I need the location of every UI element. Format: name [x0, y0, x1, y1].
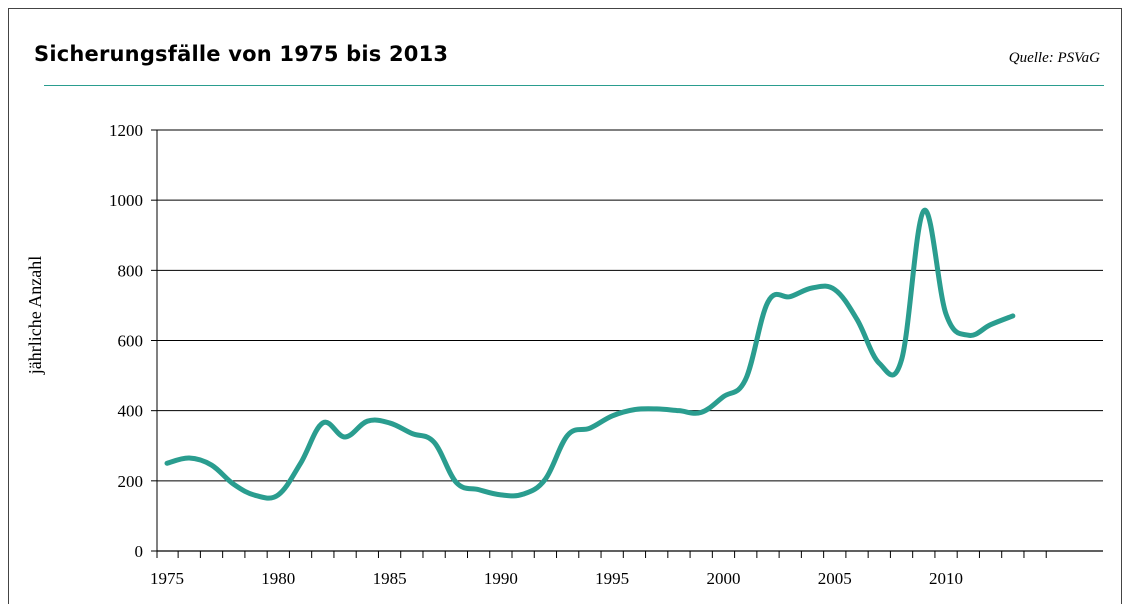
source-note: Quelle: PSVaG: [1008, 50, 1100, 66]
y-tick-label: 0: [135, 542, 144, 561]
x-tick-label: 2010: [929, 569, 963, 588]
y-tick-label: 1200: [109, 121, 143, 140]
x-tick-label: 1985: [373, 569, 407, 588]
y-axis-title: jährliche Anzahl: [25, 256, 45, 375]
series-layer: [164, 208, 1016, 501]
y-tick-label: 800: [118, 261, 144, 280]
series-line: [164, 208, 1016, 501]
x-tick-label: 1990: [484, 569, 518, 588]
title-rule: [44, 85, 1104, 86]
x-tick-label: 2000: [706, 569, 740, 588]
chart-title: Sicherungsfälle von 1975 bis 2013: [34, 42, 449, 66]
y-tick-label: 200: [118, 472, 144, 491]
y-tick-label: 1000: [109, 191, 143, 210]
chart-frame: [8, 8, 1122, 604]
x-tick-label: 1975: [150, 569, 184, 588]
y-tick-label: 400: [118, 402, 144, 421]
x-tick-label: 1995: [595, 569, 629, 588]
x-tick-label: 2005: [818, 569, 852, 588]
x-tick-label: 1980: [261, 569, 295, 588]
grid-layer: [157, 129, 1103, 482]
y-tick-label: 600: [118, 332, 144, 351]
tick-label-layer: 0 200 400 600 800 1000 1200 1975 1980 1985 1990 199…: [109, 121, 963, 588]
axis-layer: [151, 129, 1103, 558]
